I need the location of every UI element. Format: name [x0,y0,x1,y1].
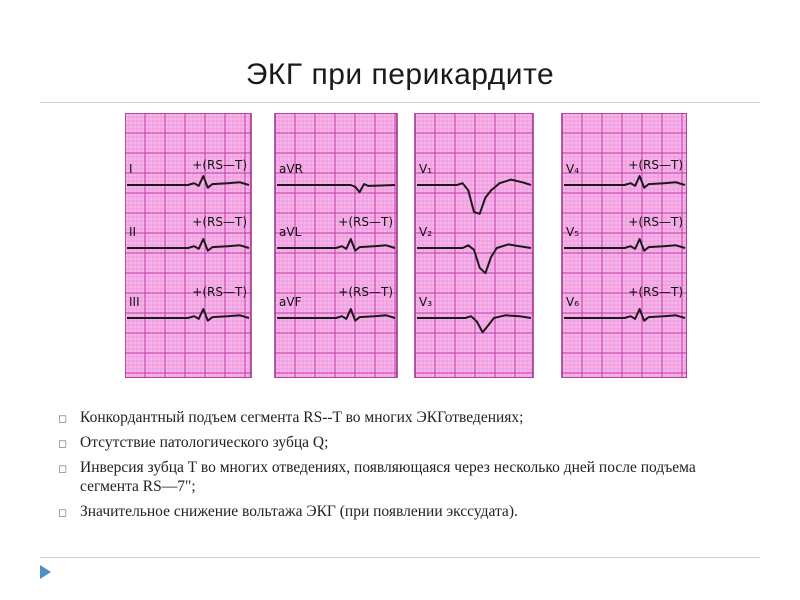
st-elevation-annotation: +(RS—T) [192,215,247,229]
ecg-trace [564,308,686,322]
ecg-trace [127,308,250,322]
ecg-trace [417,178,532,215]
ecg-panel-border [414,113,534,378]
ecg-trace [127,175,250,189]
st-elevation-annotation: +(RS—T) [338,285,393,299]
st-elevation-annotation: +(RS—T) [628,158,683,172]
ecg-panel-2: aVR aVL +(RS—T) aVF +(RS—T) [274,113,398,378]
list-item-text: Значительное снижение вольтажа ЭКГ (при … [80,503,518,520]
ecg-panel-1: I +(RS—T) II +(RS—T) III +(RS—T) [125,113,252,378]
lead-label: aVL [279,225,302,239]
lead-label: V₅ [566,225,579,239]
lead-label: III [129,295,140,309]
st-elevation-annotation: +(RS—T) [338,215,393,229]
lead-label: V₄ [566,162,579,176]
ecg-trace [277,183,396,194]
list-item-text: Отсутствие патологического зубца Q; [80,434,329,451]
ecg-panel-border [125,113,252,378]
lead-label: aVR [279,162,303,176]
ecg-svg: I +(RS—T) II +(RS—T) III +(RS—T) aVR aVL +(RS—T)… [125,113,687,378]
lead-label: II [129,225,136,239]
page-title: ЭКГ при перикардите [245,58,555,91]
lead-label: aVF [279,295,302,309]
ecg-trace [277,238,396,252]
ecg-trace [564,175,686,189]
bullet-icon: ◻ [58,506,68,519]
list-item: ◻ Отсутствие патологического зубца Q; [58,433,758,452]
lead-label: V₆ [566,295,579,309]
bullet-icon: ◻ [58,412,68,425]
blue-triangle-icon [40,565,51,579]
st-elevation-annotation: +(RS—T) [192,285,247,299]
bullet-icon: ◻ [58,437,68,450]
st-elevation-annotation: +(RS—T) [192,158,247,172]
lead-label: V₃ [419,295,432,309]
ecg-trace [564,238,686,252]
st-elevation-annotation: +(RS—T) [628,215,683,229]
ecg-panel-border [561,113,687,378]
ecg-trace [417,314,532,334]
lead-label: V₂ [419,225,432,239]
ecg-trace [417,243,532,275]
bottom-divider [40,557,760,558]
ecg-figure: I +(RS—T) II +(RS—T) III +(RS—T) aVR aVL +(RS—T)… [125,113,687,378]
ecg-trace [277,308,396,322]
list-item: ◻ Конкордантный подъем сегмента RS--T во … [58,408,758,427]
ecg-panel-border [274,113,398,378]
top-divider [40,102,760,103]
bullet-icon: ◻ [58,462,68,475]
list-item-text: Конкордантный подъем сегмента RS--T во м… [80,409,524,426]
list-item: ◻ Инверсия зубца T во многих отведениях, … [58,458,758,496]
st-elevation-annotation: +(RS—T) [628,285,683,299]
ecg-panel-3: V₁ V₂ V₃ [414,113,534,378]
list-item-text: Инверсия зубца T во многих отведениях, п… [80,459,696,495]
findings-list: ◻ Конкордантный подъем сегмента RS--T во … [58,408,758,527]
ecg-trace [127,238,250,252]
ecg-panel-4: V₄ +(RS—T) V₅ +(RS—T) V₆ +(RS—T) [561,113,687,378]
lead-label: I [129,162,133,176]
lead-label: V₁ [419,162,432,176]
list-item: ◻ Значительное снижение вольтажа ЭКГ (при… [58,502,758,521]
